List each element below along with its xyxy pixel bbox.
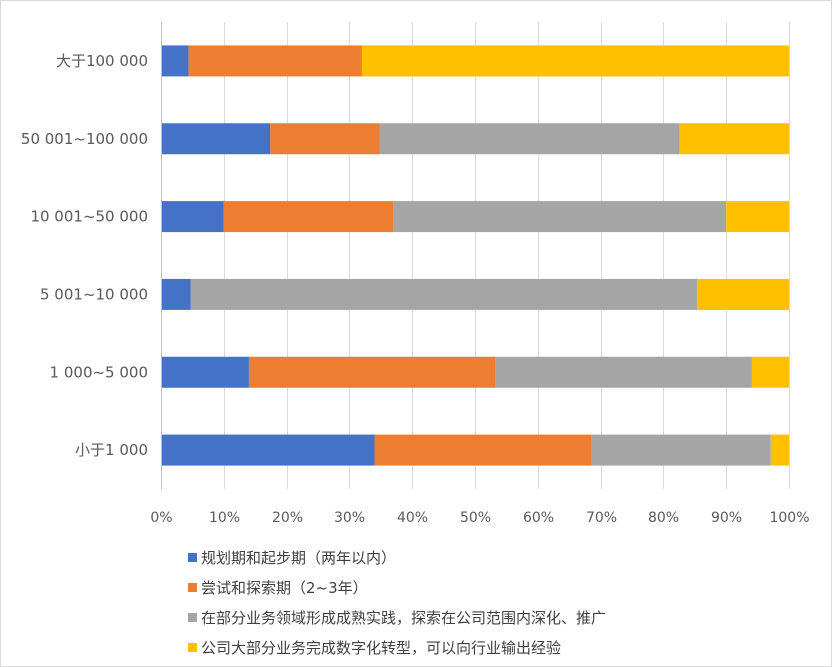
x-tick-label: 90% — [711, 510, 742, 526]
x-tick-label: 20% — [272, 510, 303, 526]
bar-segment — [248, 356, 496, 388]
legend-label: 公司大部分业务完成数字化转型，可以向行业输出经验 — [201, 638, 562, 657]
x-tick-label: 10% — [209, 510, 240, 526]
y-category-label: 10 001~50 000 — [30, 208, 148, 226]
bar-segment — [495, 356, 752, 388]
bar-segment — [161, 278, 191, 310]
bar-segment — [161, 45, 189, 77]
bar-segment — [161, 434, 375, 466]
y-category-label: 小于1 000 — [75, 441, 148, 459]
bar-segment — [679, 123, 789, 155]
bar-segment — [161, 123, 271, 155]
y-category-label: 50 001~100 000 — [21, 130, 148, 148]
x-tick-label: 70% — [586, 510, 617, 526]
y-category-label: 1 000~5 000 — [50, 363, 148, 381]
bar-segment — [161, 201, 224, 233]
x-tick-label: 30% — [334, 510, 365, 526]
legend-swatch — [188, 582, 197, 592]
legend-label: 尝试和探索期（2~3年） — [201, 578, 368, 597]
x-tick-label: 0% — [150, 510, 172, 526]
bar-segment — [188, 45, 362, 77]
bar-segment — [161, 356, 249, 388]
x-tick-label: 50% — [460, 510, 491, 526]
legend-swatch — [188, 642, 197, 652]
y-category-label: 5 001~10 000 — [40, 285, 148, 303]
legend-item: 公司大部分业务完成数字化转型，可以向行业输出经验 — [188, 632, 606, 662]
x-tick-label: 60% — [523, 510, 554, 526]
bar-segment — [374, 434, 592, 466]
legend-item: 规划期和起步期（两年以内） — [188, 542, 606, 572]
bar-segment — [379, 123, 680, 155]
legend-swatch — [188, 552, 197, 562]
y-category-label: 大于100 000 — [56, 52, 148, 70]
legend-item: 尝试和探索期（2~3年） — [188, 572, 606, 602]
bar-segment — [697, 278, 789, 310]
legend-label: 规划期和起步期（两年以内） — [201, 548, 397, 567]
bar-segment — [751, 356, 789, 388]
bar-segment — [591, 434, 771, 466]
bar-segment — [190, 278, 698, 310]
bar-segment — [393, 201, 727, 233]
bar-segment — [726, 201, 789, 233]
legend-swatch — [188, 612, 197, 622]
chart-legend: 规划期和起步期（两年以内） 尝试和探索期（2~3年） 在部分业务领域形成成熟实践，探… — [188, 542, 606, 662]
x-tick-label: 100% — [769, 510, 809, 526]
x-tick-label: 80% — [648, 510, 679, 526]
bar-segment — [770, 434, 789, 466]
bar-segment — [223, 201, 394, 233]
legend-label: 在部分业务领域形成成熟实践，探索在公司范围内深化、推广 — [201, 608, 607, 627]
x-tick-label: 40% — [397, 510, 428, 526]
legend-item: 在部分业务领域形成成熟实践，探索在公司范围内深化、推广 — [188, 602, 606, 632]
bar-segment — [270, 123, 380, 155]
bar-segment — [361, 45, 789, 77]
